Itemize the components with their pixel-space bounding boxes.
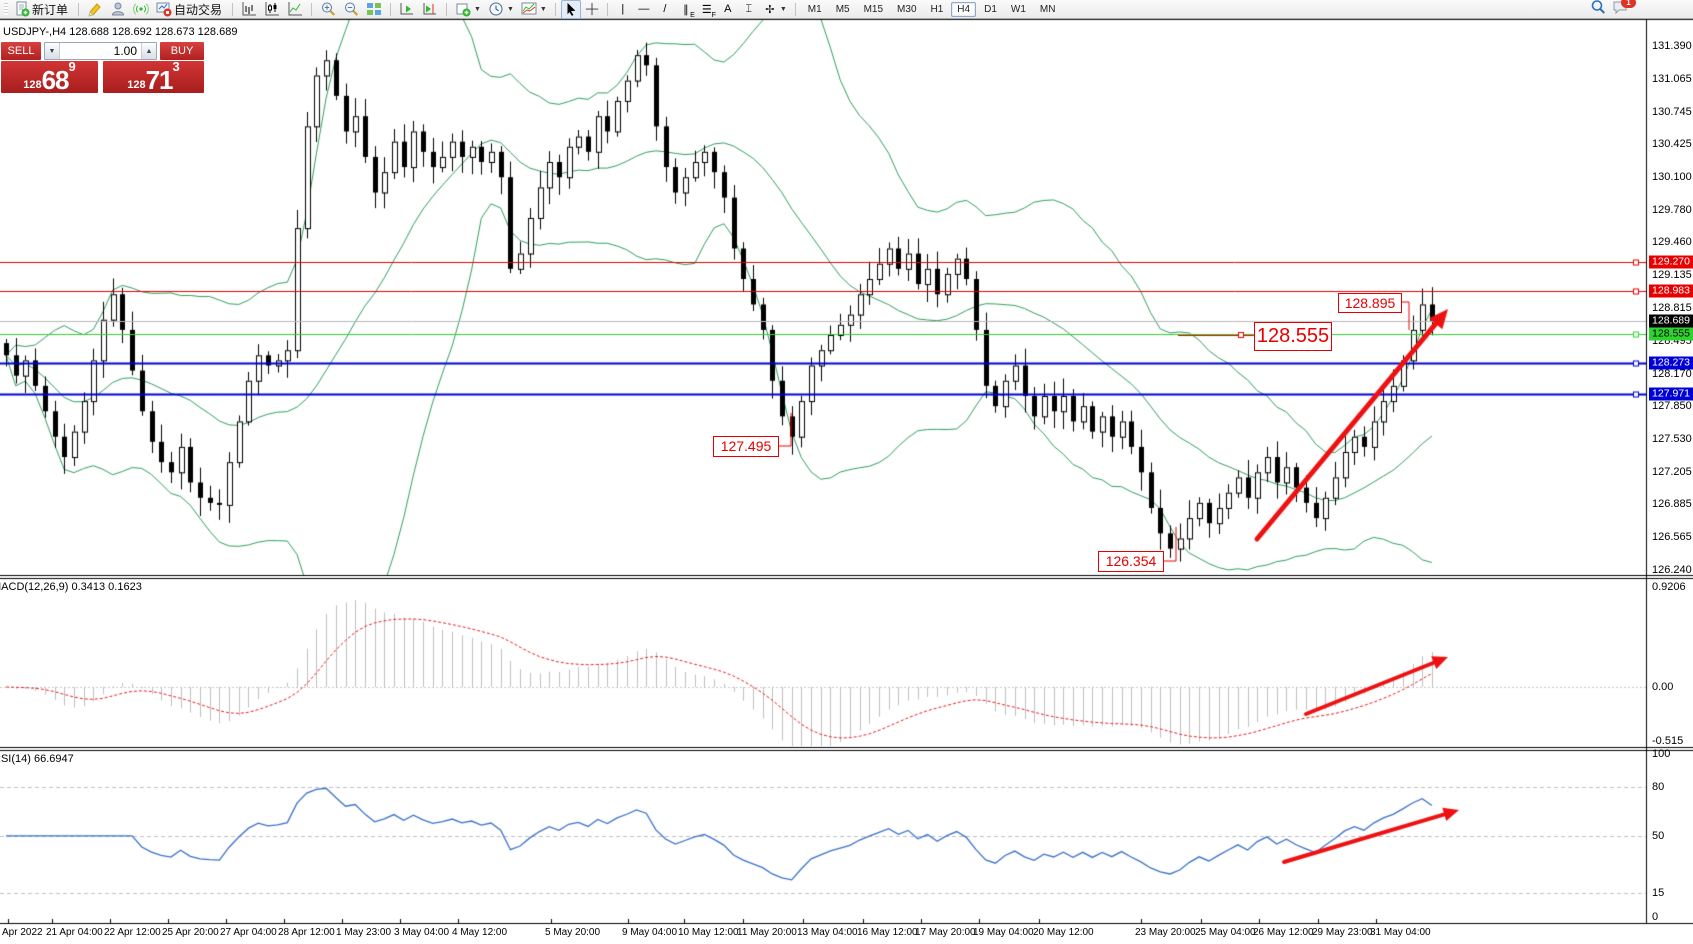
horizontal-line-icon: — (638, 3, 650, 15)
cursor-tool-button[interactable] (560, 0, 581, 19)
zoom-out-icon (343, 1, 359, 17)
fibonacci-icon: ☰ F (701, 3, 716, 19)
bar-chart-icon (241, 1, 257, 17)
chart-shift-button[interactable] (419, 0, 441, 19)
auto-scroll-button[interactable] (396, 0, 418, 19)
equidistant-channel-icon: ∥ E (683, 3, 695, 19)
signals-button[interactable] (130, 0, 152, 19)
timeframe-m1[interactable]: M1 (807, 3, 822, 15)
timeframe-bar: M1 M5 M15 M30 H1 H4 D1 W1 MN (801, 1, 1063, 17)
sell-price[interactable]: 128 68 9 (1, 60, 98, 93)
vertical-line-icon: | (621, 3, 625, 15)
chart-template-button[interactable]: ▼ (518, 0, 550, 19)
timeframe-h4[interactable]: H4 (951, 1, 977, 17)
tile-windows-icon (366, 1, 382, 17)
profile-icon (110, 1, 126, 17)
timeframe-mn[interactable]: MN (1039, 3, 1056, 15)
price-annotation: 128.895 (1338, 293, 1402, 313)
volume-input[interactable]: 1.00 (113, 44, 137, 58)
chevron-down-icon: ▼ (506, 5, 514, 13)
auto-trading-button[interactable]: 自动交易 (153, 0, 227, 19)
line-chart-button[interactable] (284, 0, 306, 19)
line-chart-icon (287, 1, 303, 17)
tile-windows-button[interactable] (363, 0, 385, 19)
text-label-icon: ⌶ (745, 2, 753, 15)
timeframe-m5[interactable]: M5 (835, 3, 850, 15)
horizontal-line-tool[interactable]: — (634, 0, 654, 19)
one-click-trading-panel: SELL ▼ 1.00 ▲ BUY 128 68 9 128 71 3 (1, 42, 204, 93)
candlestick-chart-button[interactable] (261, 0, 283, 19)
fibonacci-tool[interactable]: ☰ F (697, 0, 717, 19)
zoom-in-icon (320, 1, 336, 17)
equidistant-channel-tool[interactable]: ∥ E (676, 0, 696, 19)
arrows-tool[interactable]: ✢ ▼ (760, 0, 790, 19)
clock-icon (488, 1, 504, 17)
buy-price[interactable]: 128 71 3 (103, 60, 204, 93)
chart-template-icon (521, 1, 537, 17)
timeframe-w1[interactable]: W1 (1010, 3, 1026, 15)
arrows-icon: ✢ (765, 3, 775, 16)
new-order-icon (14, 1, 30, 17)
price-annotation: 126.354 (1098, 551, 1164, 572)
bar-chart-button[interactable] (238, 0, 260, 19)
chart-title: USDJPY-,H4 128.688 128.692 128.673 128.6… (3, 26, 238, 38)
text-icon: A (724, 3, 732, 15)
metaeditor-button[interactable] (84, 0, 106, 19)
text-label-tool[interactable]: ⌶ (739, 0, 759, 19)
volume-decrease-button[interactable]: ▼ (45, 43, 60, 59)
timeframe-m30[interactable]: M30 (897, 3, 917, 15)
crosshair-icon (585, 2, 599, 16)
macd-label: MACD(12,26,9) 0.3413 0.1623 (0, 581, 142, 593)
zoom-out-button[interactable] (340, 0, 362, 19)
new-order-button[interactable]: 新订单 (11, 0, 73, 19)
price-annotation: 128.555 (1254, 322, 1332, 351)
trendline-icon: / (663, 3, 667, 15)
zoom-in-button[interactable] (317, 0, 339, 19)
crosshair-tool-button[interactable] (582, 0, 602, 19)
crayon-icon (87, 1, 103, 17)
periods-button[interactable]: ▼ (485, 0, 517, 19)
toolbar: 新订单 自动交易 ▼ ▼ ▼ | — / ∥ E ☰ F A ⌶ ✢ ▼ M1 M5 M1… (0, 0, 1693, 19)
buy-button[interactable]: BUY (160, 42, 204, 60)
auto-trading-label: 自动交易 (174, 2, 223, 17)
vertical-line-tool[interactable]: | (613, 0, 633, 19)
search-icon[interactable] (1590, 0, 1606, 20)
sell-button[interactable]: SELL (1, 42, 41, 60)
notifications-button[interactable]: 1 (1612, 0, 1636, 20)
trendline-tool[interactable]: / (655, 0, 675, 19)
timeframe-h1[interactable]: H1 (930, 3, 944, 15)
chevron-down-icon: ▼ (539, 5, 547, 13)
rsi-label: RSI(14) 66.6947 (0, 753, 74, 765)
cursor-icon (564, 2, 578, 16)
auto-trading-icon (156, 1, 172, 17)
chart-shift-icon (422, 1, 438, 17)
notification-badge: 1 (1621, 0, 1636, 8)
chevron-down-icon: ▼ (474, 5, 481, 13)
volume-increase-button[interactable]: ▲ (141, 43, 156, 59)
community-button[interactable] (107, 0, 129, 19)
auto-scroll-icon (399, 1, 415, 17)
add-indicator-button[interactable]: ▼ (452, 0, 484, 19)
text-tool[interactable]: A (718, 0, 738, 19)
volume-stepper: ▼ 1.00 ▲ (44, 42, 157, 60)
timeframe-d1[interactable]: D1 (984, 3, 997, 15)
signal-icon (133, 1, 149, 17)
price-annotation: 127.495 (713, 436, 779, 457)
new-order-label: 新订单 (32, 2, 69, 17)
chevron-down-icon: ▼ (779, 5, 787, 13)
add-indicator-icon (455, 1, 471, 17)
candlestick-chart-icon (264, 1, 280, 17)
timeframe-m15[interactable]: M15 (863, 3, 884, 15)
toolbar-grip (4, 3, 8, 15)
